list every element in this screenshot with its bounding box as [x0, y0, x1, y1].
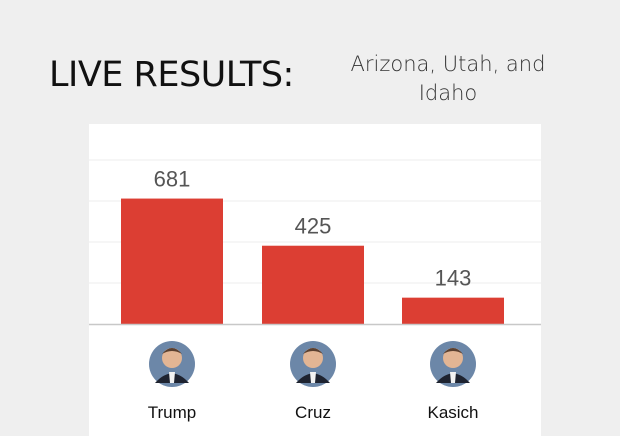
candidate-photo-icon — [149, 341, 195, 387]
page-title: LIVE RESULTS: — [49, 55, 294, 95]
value-label: 143 — [435, 266, 472, 291]
value-label: 681 — [154, 167, 191, 192]
bar-cruz — [262, 245, 364, 324]
candidate-photo-icon — [290, 341, 336, 387]
value-label: 425 — [295, 214, 332, 239]
chart-panel: 681 425 143 Trump Cruz Kasich — [89, 124, 541, 436]
category-label: Cruz — [295, 403, 331, 422]
bar-trump — [121, 198, 223, 324]
category-label: Trump — [148, 403, 197, 422]
page-subtitle: Arizona, Utah, and Idaho — [350, 52, 546, 105]
candidate-photo-icon — [430, 341, 476, 387]
category-label: Kasich — [427, 403, 478, 422]
bar-kasich — [402, 297, 504, 324]
results-bar-chart: 681 425 143 Trump Cruz Kasich — [89, 159, 541, 422]
